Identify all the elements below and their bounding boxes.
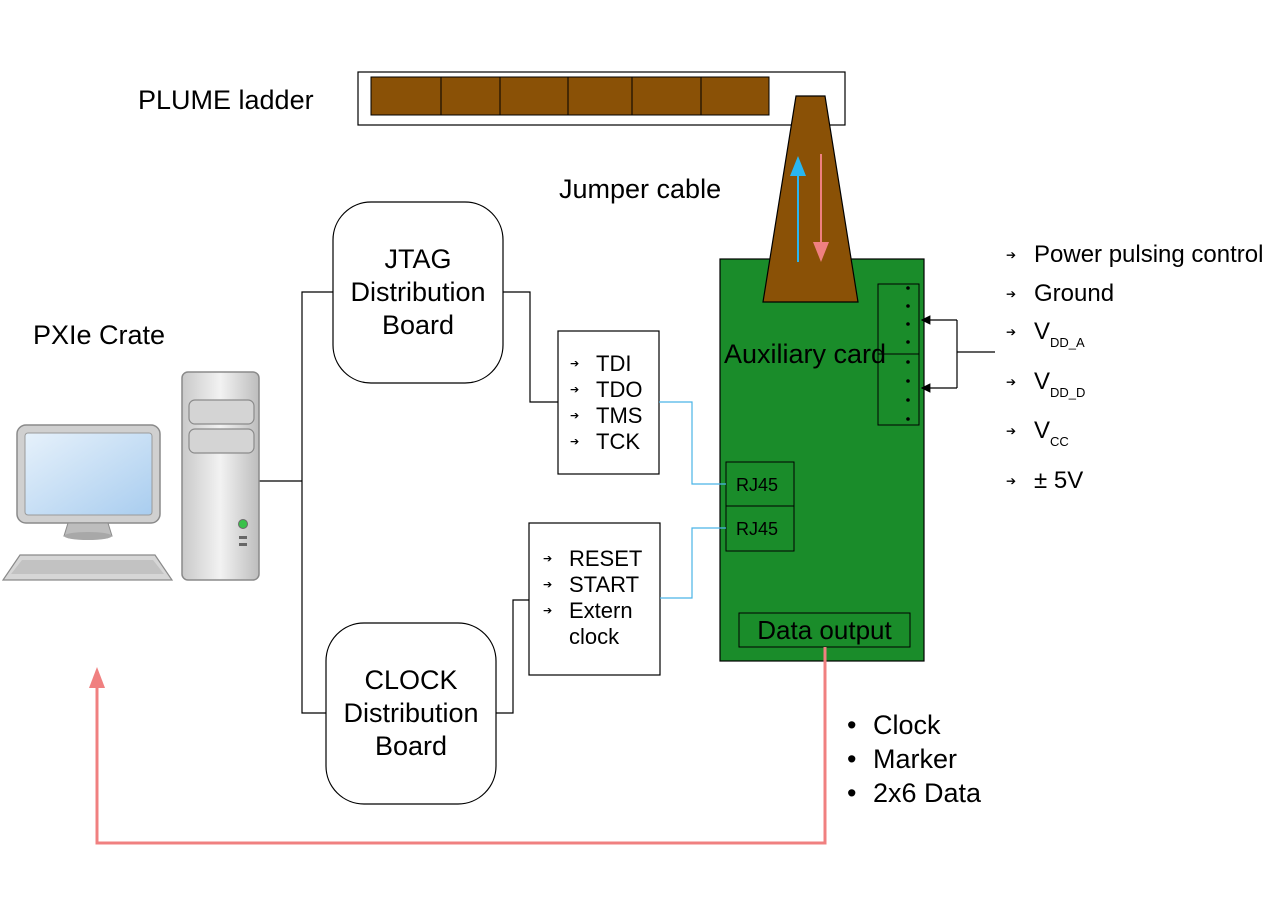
clock-signal-text: clock	[569, 624, 620, 649]
jtag-board-line: Board	[381, 310, 455, 340]
data-output-item: Clock	[845, 708, 981, 742]
clock-signal: RESET	[543, 546, 642, 572]
jtag-signal: TDI	[570, 351, 642, 377]
data-output-list: Clock Marker 2x6 Data	[845, 708, 981, 810]
jtag-board-line: Distribution	[350, 277, 486, 307]
cable-arrow-down-head	[813, 242, 829, 262]
power-line: VDD_A	[1006, 313, 1263, 363]
clock-board-line: Distribution	[343, 698, 479, 728]
power-line-subscript: CC	[1050, 434, 1069, 449]
power-line: Power pulsing control	[1006, 236, 1263, 275]
power-feed	[920, 315, 995, 393]
rj45-box-top	[725, 461, 795, 507]
clock-board-line: Board	[374, 731, 448, 761]
power-line-text: V	[1034, 417, 1051, 444]
black-connections	[259, 291, 558, 714]
blue-links	[659, 401, 726, 599]
power-line-text: Power pulsing control	[1034, 241, 1264, 268]
power-line: VDD_D	[1006, 363, 1263, 413]
power-line-subscript: DD_A	[1050, 335, 1085, 350]
clock-signal-list: RESET START Extern clock	[543, 546, 642, 650]
data-output-label: Data output	[757, 615, 892, 645]
tower-icon	[181, 371, 260, 581]
rj45-label-bottom: RJ45	[736, 519, 779, 539]
power-line-subscript: DD_D	[1050, 384, 1086, 400]
power-line: ± 5V	[1006, 462, 1263, 501]
data-return-line	[89, 647, 827, 845]
power-line: Ground	[1006, 275, 1263, 314]
jtag-signal: TCK	[570, 429, 642, 455]
clock-signal: Extern	[543, 598, 642, 624]
auxiliary-card-label: Auxiliary card	[723, 339, 887, 369]
clock-board-label: CLOCK Distribution Board	[326, 664, 496, 763]
power-line-text: V	[1034, 318, 1051, 345]
power-line-list: Power pulsing control Ground VDD_A VDD_D…	[1006, 236, 1263, 500]
data-output-item: 2x6 Data	[845, 776, 981, 810]
rj45-box-bottom	[725, 505, 795, 552]
plume-ladder	[357, 71, 846, 126]
jumper-cable	[762, 95, 859, 303]
monitor-icon	[1, 424, 174, 581]
jtag-signal: TMS	[570, 403, 642, 429]
jtag-board-line: JTAG	[384, 244, 452, 274]
clock-signal-continuation: clock	[543, 624, 642, 650]
power-connector	[877, 283, 920, 426]
data-output-item: Marker	[845, 742, 981, 776]
jtag-board-label: JTAG Distribution Board	[333, 243, 503, 342]
data-output-box	[738, 612, 911, 648]
power-line: VCC	[1006, 412, 1263, 462]
jtag-signal-list: TDI TDO TMS TCK	[570, 351, 642, 455]
pxie-crate-label: PXIe Crate	[33, 320, 166, 350]
power-line-text: ± 5V	[1034, 466, 1084, 494]
power-line-text: V	[1034, 367, 1051, 395]
clock-board-line: CLOCK	[364, 665, 458, 695]
rj45-label-top: RJ45	[736, 475, 779, 495]
power-line-text: Ground	[1034, 279, 1115, 307]
clock-signal: START	[543, 572, 642, 598]
jumper-cable-label: Jumper cable	[559, 174, 722, 204]
plume-ladder-label: PLUME ladder	[138, 85, 314, 115]
jtag-signal: TDO	[570, 377, 642, 403]
cable-arrow-up-head	[790, 156, 806, 176]
